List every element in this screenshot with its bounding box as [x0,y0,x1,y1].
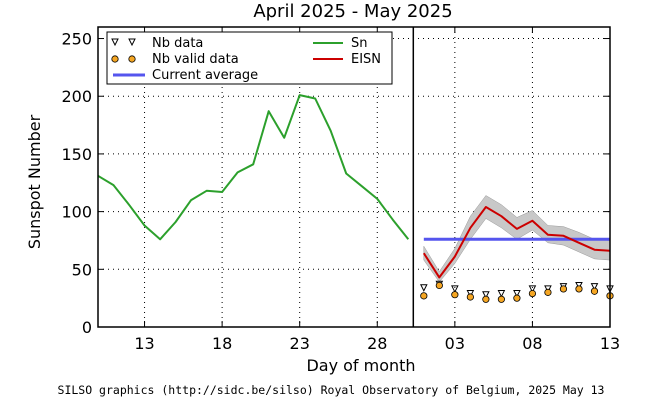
nb-data-point [528,285,537,294]
nb-data-point [497,290,506,298]
legend-average-label: Current average [152,68,258,83]
legend: Nb data Nb valid data Current average Sn… [106,31,393,85]
nb-valid-data-point [590,287,599,295]
data-count-markers [420,280,614,303]
chart-title: April 2025 - May 2025 [253,1,452,22]
nb-data-point [513,290,521,298]
nb-valid-data-point [482,295,490,303]
nb-data-point [544,285,552,294]
nb-valid-data-point [420,292,428,300]
legend-box [106,31,393,85]
y-axis-ticks: 0 50 100 150 200 250 [61,30,610,337]
x-axis-label: Day of month [306,356,415,375]
x-tick-label: 28 [367,334,387,353]
nb-data-point [590,283,599,291]
nb-data-point [466,290,475,298]
legend-nb-data-icon [111,38,136,47]
x-tick-label: 03 [445,334,465,353]
x-tick-label: 18 [212,334,232,353]
x-tick-label: 13 [600,334,620,353]
nb-valid-data-point [466,293,474,301]
y-tick-label: 200 [61,87,92,106]
legend-sn-label: Sn [351,36,368,51]
nb-valid-data-point [559,285,568,293]
x-tick-label: 08 [522,334,542,353]
nb-data-point [482,291,490,299]
nb-valid-data-point [575,285,583,293]
nb-valid-data-point [513,294,521,302]
nb-valid-data-point [544,288,552,296]
legend-nb-valid-icon [111,55,136,63]
nb-valid-data-point [435,281,443,290]
nb-valid-data-point [528,289,537,298]
x-axis-ticks: 13 18 23 28 03 08 13 [134,27,620,353]
y-tick-label: 150 [61,145,92,164]
legend-nb-data-label: Nb data [152,36,203,51]
footer-credit: SILSO graphics (http://sidc.be/silso) Ro… [58,383,605,397]
plot-frame [97,26,611,328]
nb-valid-data-point [497,295,505,303]
nb-data-point [451,285,459,294]
series-line-eisn [422,206,611,279]
series-lines [97,94,611,279]
legend-nb-valid-label: Nb valid data [152,52,239,67]
y-tick-label: 50 [72,260,92,279]
x-tick-label: 23 [290,334,310,353]
legend-eisn-label: EISN [351,52,381,67]
y-tick-label: 100 [61,203,92,222]
nb-data-point [420,284,428,292]
y-tick-label: 250 [61,30,92,49]
x-tick-label: 13 [134,334,154,353]
y-axis-label: Sunspot Number [25,114,44,249]
nb-data-point [575,281,583,290]
nb-valid-data-point [451,291,459,299]
y-tick-label: 0 [82,318,92,337]
series-line-sn [97,94,410,241]
